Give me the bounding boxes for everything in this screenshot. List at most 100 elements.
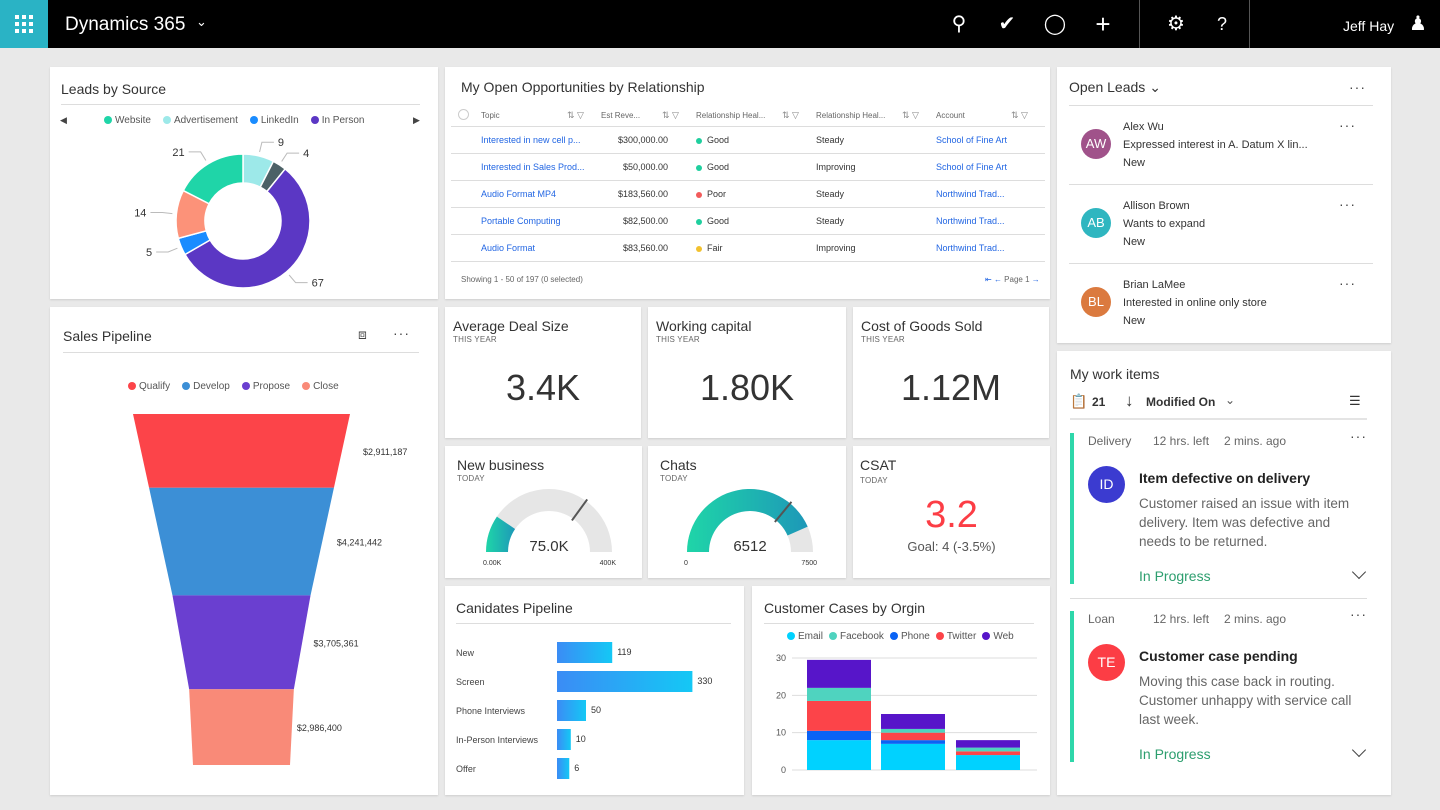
sort-filter-icon[interactable]: ⇅ ▽ (662, 110, 679, 120)
chevron-down-icon[interactable] (1352, 743, 1366, 757)
column-label: Account (936, 111, 1011, 120)
column-header[interactable]: Est Reve...⇅ ▽ (601, 106, 696, 126)
table-row[interactable]: Interested in Sales Prod...$50,000.00Goo… (451, 153, 1045, 180)
csat-goal: Goal: 4 (-3.5%) (853, 539, 1050, 554)
lead-item[interactable]: AWAlex WuExpressed interest in A. Datum … (1057, 111, 1391, 189)
column-header[interactable]: Topic⇅ ▽ (481, 106, 601, 126)
work-item[interactable]: Loan12 hrs. left2 mins. ago···TECustomer… (1057, 611, 1391, 781)
more-icon[interactable]: ··· (1350, 606, 1367, 622)
card-title[interactable]: Open Leads ⌄ (1069, 79, 1161, 96)
table-cell[interactable]: Interested in new cell p... (481, 126, 601, 153)
more-icon[interactable]: ··· (1339, 275, 1356, 291)
table-cell[interactable]: Interested in Sales Prod... (481, 153, 601, 180)
column-header[interactable]: Relationship Heal...⇅ ▽ (696, 106, 816, 126)
stacked-bar-segment[interactable] (881, 744, 945, 770)
lightbulb-icon[interactable]: ◯ (1043, 12, 1067, 36)
table-cell[interactable]: Audio Format (481, 234, 601, 261)
sort-filter-icon[interactable]: ⇅ ▽ (902, 110, 919, 120)
bar[interactable] (557, 729, 571, 750)
waffle-icon[interactable] (0, 0, 48, 48)
table-cell[interactable]: Northwind Trad... (936, 234, 1045, 261)
select-all-checkbox[interactable] (458, 109, 469, 120)
bar[interactable] (557, 642, 612, 663)
lead-item[interactable]: ABAllison BrownWants to expandNew··· (1057, 190, 1391, 268)
slice-label: 5 (146, 247, 152, 259)
app-title[interactable]: Dynamics 365 (65, 14, 185, 36)
column-header[interactable]: Relationship Heal...⇅ ▽ (816, 106, 936, 126)
table-cell[interactable]: Northwind Trad... (936, 180, 1045, 207)
prev-page-icon[interactable]: ← (994, 275, 1002, 284)
work-item-title[interactable]: Customer case pending (1139, 648, 1298, 664)
table-cell[interactable]: School of Fine Art (936, 153, 1045, 180)
stacked-bar-segment[interactable] (881, 714, 945, 729)
user-name[interactable]: Jeff Hay (1343, 18, 1394, 34)
work-item-title[interactable]: Item defective on delivery (1139, 470, 1310, 486)
bar[interactable] (557, 671, 692, 692)
funnel-segment[interactable] (189, 689, 294, 765)
lead-description: Wants to expand (1123, 218, 1205, 230)
search-icon[interactable]: ⚲ (947, 12, 971, 36)
lead-item[interactable]: BLBrian LaMeeInterested in online only s… (1057, 269, 1391, 347)
stacked-bar-segment[interactable] (956, 751, 1020, 755)
stacked-bar-segment[interactable] (807, 701, 871, 731)
sort-direction-icon[interactable]: ↓ (1125, 391, 1134, 411)
bar-value-label: 6 (574, 763, 579, 773)
help-icon[interactable]: ? (1210, 12, 1234, 36)
more-icon[interactable]: ··· (1350, 428, 1367, 444)
stacked-bar-segment[interactable] (956, 740, 1020, 747)
stacked-bar-segment[interactable] (956, 748, 1020, 752)
chevron-down-icon[interactable]: ⌄ (196, 14, 207, 30)
category-label: New (456, 648, 475, 658)
table-row[interactable]: Interested in new cell p...$300,000.00Go… (451, 126, 1045, 153)
bar[interactable] (557, 700, 586, 721)
table-row[interactable]: Portable Computing$82,500.00GoodSteadyNo… (451, 207, 1045, 234)
more-icon[interactable]: ··· (1339, 196, 1356, 212)
sort-field[interactable]: Modified On (1146, 395, 1215, 409)
kpi-card[interactable]: Working capitalTHIS YEAR1.80K (648, 307, 846, 438)
first-page-icon[interactable]: ⇤ (985, 275, 992, 284)
sort-filter-icon[interactable]: ⇅ ▽ (782, 110, 799, 120)
chevron-down-icon[interactable]: ⌄ (1149, 79, 1161, 95)
stacked-bar-segment[interactable] (807, 740, 871, 770)
sort-filter-icon[interactable]: ⇅ ▽ (567, 110, 584, 120)
gauge-card[interactable]: New businessTODAY75.0K0.00K400K (445, 446, 642, 578)
stacked-bar-segment[interactable] (881, 740, 945, 744)
table-cell[interactable]: Audio Format MP4 (481, 180, 601, 207)
person-icon[interactable]: ♟ (1406, 12, 1430, 36)
table-cell[interactable]: Portable Computing (481, 207, 601, 234)
sort-filter-icon[interactable]: ⇅ ▽ (1011, 110, 1028, 120)
bar[interactable] (557, 758, 569, 779)
funnel-segment[interactable] (149, 488, 334, 596)
kpi-card[interactable]: Average Deal SizeTHIS YEAR3.4K (445, 307, 641, 438)
plus-icon[interactable]: + (1091, 12, 1115, 36)
table-row[interactable]: Audio Format MP4$183,560.00PoorSteadyNor… (451, 180, 1045, 207)
gear-icon[interactable]: ⚙ (1164, 12, 1188, 36)
list-view-icon[interactable]: ☰ (1349, 393, 1361, 409)
gauge-card[interactable]: ChatsTODAY651207500 (648, 446, 846, 578)
chevron-down-icon[interactable] (1352, 565, 1366, 579)
stacked-bar-segment[interactable] (881, 729, 945, 733)
stacked-bar-segment[interactable] (807, 731, 871, 740)
status-bar (1070, 433, 1074, 584)
table-row[interactable]: Audio Format$83,560.00FairImprovingNorth… (451, 234, 1045, 261)
next-page-icon[interactable]: → (1032, 275, 1040, 284)
column-label: Relationship Heal... (816, 111, 902, 120)
more-icon[interactable]: ··· (1349, 79, 1366, 95)
stacked-bar-segment[interactable] (956, 755, 1020, 770)
modified-ago: 2 mins. ago (1224, 434, 1286, 448)
more-icon[interactable]: ··· (1339, 117, 1356, 133)
table-cell[interactable]: School of Fine Art (936, 126, 1045, 153)
kpi-value: 3.4K (445, 367, 641, 409)
stacked-bar-segment[interactable] (807, 660, 871, 688)
task-icon[interactable]: ✔ (995, 12, 1019, 36)
funnel-segment[interactable] (133, 414, 350, 488)
chevron-down-icon[interactable]: ⌄ (1225, 393, 1235, 407)
lead-status: New (1123, 315, 1145, 327)
funnel-segment[interactable] (172, 595, 310, 689)
column-header[interactable]: Account⇅ ▽ (936, 106, 1045, 126)
table-cell[interactable]: Northwind Trad... (936, 207, 1045, 234)
kpi-card[interactable]: Cost of Goods SoldTHIS YEAR1.12M (853, 307, 1049, 438)
work-item[interactable]: Delivery12 hrs. left2 mins. ago···IDItem… (1057, 433, 1391, 603)
stacked-bar-segment[interactable] (807, 688, 871, 701)
stacked-bar-segment[interactable] (881, 733, 945, 740)
